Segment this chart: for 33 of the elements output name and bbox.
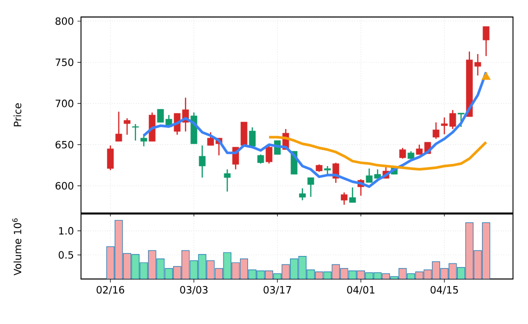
y-tick-label: 750 — [56, 58, 74, 66]
x-tick-label: 04/15 — [430, 286, 458, 294]
candlestick — [249, 126, 256, 148]
candlestick — [299, 188, 306, 201]
candlestick — [115, 111, 122, 142]
x-tick-label: 03/17 — [264, 286, 291, 294]
candlestick — [107, 144, 114, 171]
candlestick — [266, 144, 272, 164]
candlestick — [399, 147, 406, 160]
candlestick — [458, 112, 464, 128]
y-tick-label: 600 — [56, 182, 74, 190]
y-tick-label: 700 — [56, 100, 74, 108]
y-axis-title: Price — [14, 103, 22, 126]
candlestick — [240, 122, 248, 146]
candlestick — [132, 123, 139, 142]
candlestick — [224, 168, 231, 192]
x-tick-label: 04/01 — [347, 286, 374, 294]
y-axis-title: Volume 10$^{6}$ — [12, 218, 22, 276]
x-tick-label: 02/16 — [96, 286, 124, 294]
y-tick-label: 1.0 — [59, 227, 74, 235]
candlestick — [340, 192, 348, 206]
candlestick — [140, 133, 148, 147]
candlestick — [349, 186, 356, 204]
candlestick — [307, 176, 314, 198]
candlestick — [124, 118, 130, 136]
candlestick — [257, 154, 264, 164]
candlestick — [432, 122, 440, 140]
y-tick-label: 0.5 — [58, 251, 74, 259]
y-tick-label: 800 — [56, 17, 74, 25]
candlestick — [482, 26, 490, 57]
x-tick-label: 03/03 — [180, 286, 208, 294]
candlestick — [198, 144, 206, 178]
y-tick-label: 650 — [56, 140, 74, 148]
